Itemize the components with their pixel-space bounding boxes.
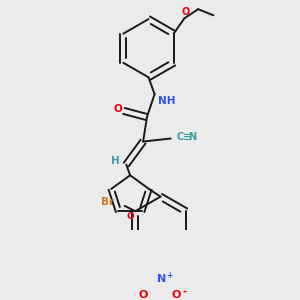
Text: ≡: ≡ bbox=[183, 132, 191, 142]
Text: Br: Br bbox=[101, 197, 114, 207]
Text: O: O bbox=[138, 290, 148, 300]
Text: C: C bbox=[177, 132, 184, 142]
Text: O: O bbox=[113, 104, 122, 114]
Text: N: N bbox=[157, 274, 166, 284]
Text: O: O bbox=[126, 212, 134, 221]
Text: O: O bbox=[181, 7, 189, 17]
Text: -: - bbox=[183, 286, 187, 296]
Text: H: H bbox=[111, 157, 120, 166]
Text: N: N bbox=[188, 132, 196, 142]
Text: O: O bbox=[172, 290, 181, 300]
Text: +: + bbox=[167, 271, 173, 280]
Text: NH: NH bbox=[158, 96, 175, 106]
